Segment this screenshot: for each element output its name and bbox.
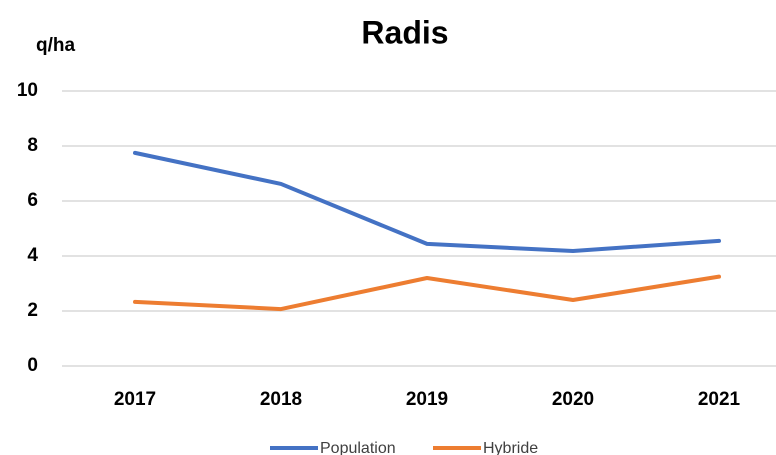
x-tick-label: 2019 [406, 389, 448, 410]
chart-title: Radis [361, 14, 448, 50]
y-tick-label: 6 [27, 190, 38, 211]
y-tick-label: 10 [17, 80, 38, 101]
x-tick-label: 2018 [260, 389, 302, 410]
x-tick-label: 2017 [114, 389, 156, 410]
x-tick-label: 2020 [552, 389, 594, 410]
series-line [133, 274, 721, 312]
legend-label: Hybride [483, 440, 538, 455]
x-tick-label: 2021 [698, 389, 741, 410]
y-tick-label: 0 [27, 355, 38, 376]
y-tick-label: 4 [27, 245, 38, 266]
y-axis-label: q/ha [36, 35, 75, 56]
legend-label: Population [320, 440, 396, 455]
series-line [133, 150, 721, 254]
y-tick-label: 8 [27, 135, 38, 156]
y-tick-label: 2 [27, 300, 38, 321]
